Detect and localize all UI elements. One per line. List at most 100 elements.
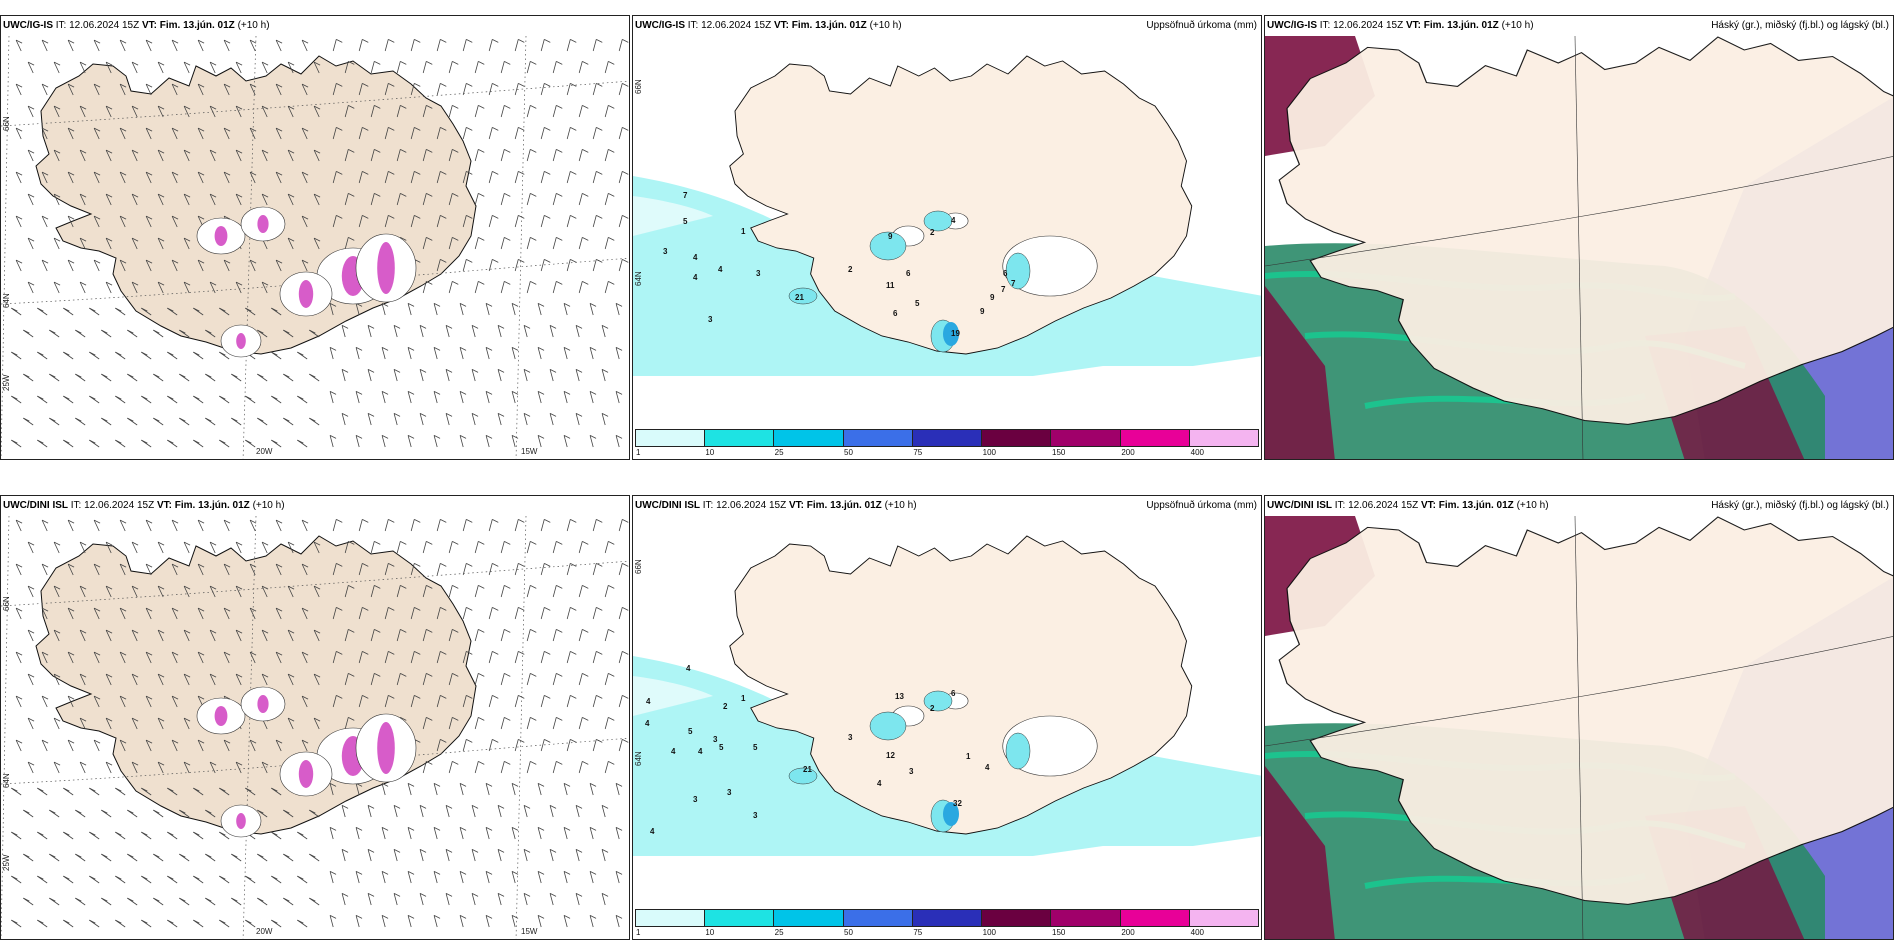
legend-label: 400 bbox=[1190, 448, 1205, 457]
precip-value-label: 2 bbox=[723, 702, 728, 711]
lat-label-66n: 66N bbox=[2, 596, 11, 611]
lon-label-20w: 20W bbox=[256, 927, 273, 936]
lat-lon-grid bbox=[1, 36, 629, 459]
precip-patch bbox=[788, 767, 818, 785]
precip-value-label: 9 bbox=[990, 293, 995, 302]
precip-patch bbox=[923, 690, 953, 712]
cloud-map bbox=[1265, 516, 1893, 939]
precip-value-label: 7 bbox=[1011, 279, 1016, 288]
precip-value-label: 5 bbox=[683, 217, 688, 226]
legend-swatch bbox=[774, 910, 844, 926]
panel-title: Uppsöfnuð úrkoma (mm) bbox=[1146, 500, 1257, 511]
legend-label: 10 bbox=[705, 928, 715, 937]
precip-value-label: 2 bbox=[930, 228, 935, 237]
precip-value-label: 3 bbox=[708, 315, 713, 324]
legend-swatch bbox=[982, 910, 1052, 926]
wind-map: 66N 64N 25W 20W 15W bbox=[1, 516, 629, 939]
legend-label: 50 bbox=[844, 448, 853, 457]
legend-label: 1 bbox=[636, 448, 641, 457]
precip-value-label: 2 bbox=[848, 265, 853, 274]
panel-precip-row1: UWC/IG-IS IT: 12.06.2024 15Z VT: Fim. 13… bbox=[632, 15, 1262, 460]
legend-swatch bbox=[912, 910, 983, 926]
precip-value-label: 3 bbox=[727, 788, 732, 797]
legend-swatch bbox=[1120, 910, 1190, 926]
precip-value-label: 13 bbox=[895, 692, 904, 701]
panel-header: UWC/IG-IS IT: 12.06.2024 15Z VT: Fim. 13… bbox=[3, 20, 270, 31]
legend-label: 50 bbox=[844, 928, 853, 937]
glacier-precip-patch bbox=[236, 333, 246, 349]
precip-value-label: 4 bbox=[985, 763, 990, 772]
lon-label-15w: 15W bbox=[521, 927, 538, 936]
precip-value-label: 7 bbox=[683, 191, 688, 200]
precip-value-label: 6 bbox=[951, 689, 956, 698]
sea-precipitation bbox=[633, 656, 1261, 856]
legend-label: 75 bbox=[913, 928, 923, 937]
precip-value-label: 3 bbox=[753, 811, 758, 820]
legend-swatch bbox=[1051, 430, 1121, 446]
lon-label-15w: 15W bbox=[521, 447, 538, 456]
precip-legend: 1 10 25 50 75 100 150 200 400 bbox=[635, 429, 1259, 457]
legend-label: 10 bbox=[705, 448, 715, 457]
legend-swatch bbox=[1189, 430, 1258, 446]
high-cloud-area bbox=[1265, 766, 1335, 939]
precip-value-label: 4 bbox=[671, 747, 676, 756]
precip-value-label: 4 bbox=[718, 265, 723, 274]
precip-value-label: 21 bbox=[803, 765, 812, 774]
precip-value-label: 6 bbox=[893, 309, 898, 318]
panel-header: UWC/IG-IS IT: 12.06.2024 15Z VT: Fim. 13… bbox=[635, 20, 902, 31]
precip-gap bbox=[633, 676, 713, 716]
legend-swatch bbox=[636, 910, 706, 926]
precip-patch bbox=[869, 711, 907, 741]
precip-value-label: 1 bbox=[966, 752, 971, 761]
legend-label: 1 bbox=[636, 928, 641, 937]
lon-label-25w: 25W bbox=[2, 854, 11, 871]
legend-label: 25 bbox=[774, 448, 784, 457]
precip-value-label: 9 bbox=[888, 232, 893, 241]
cloud-map bbox=[1265, 36, 1893, 459]
panel-title: Uppsöfnuð úrkoma (mm) bbox=[1146, 20, 1257, 31]
panel-header: UWC/DINI ISL IT: 12.06.2024 15Z VT: Fim.… bbox=[635, 500, 917, 511]
precip-value-label: 3 bbox=[713, 735, 718, 744]
legend-label: 400 bbox=[1190, 928, 1205, 937]
precip-patch bbox=[788, 287, 818, 305]
lat-label-64n: 64N bbox=[2, 773, 11, 788]
precip-value-label: 6 bbox=[906, 269, 911, 278]
lon-label-25w: 25W bbox=[2, 374, 11, 391]
legend-swatch bbox=[982, 430, 1052, 446]
iceland-landmass bbox=[1278, 516, 1893, 905]
panel-header: UWC/DINI ISL IT: 12.06.2024 15Z VT: Fim.… bbox=[1267, 500, 1549, 511]
panel-wind-row2: UWC/DINI ISL IT: 12.06.2024 15Z VT: Fim.… bbox=[0, 495, 630, 940]
precip-value-label: 4 bbox=[645, 719, 650, 728]
lat-label-64n: 64N bbox=[634, 271, 643, 286]
precip-value-label: 11 bbox=[886, 281, 895, 290]
glacier-precip-patch bbox=[257, 695, 269, 713]
lat-label-66n: 66N bbox=[2, 116, 11, 131]
glacier-precip-patch bbox=[377, 242, 395, 294]
lat-lon-grid bbox=[1, 516, 629, 939]
panel-title: Háský (gr.), miðský (fj.bl.) og lágský (… bbox=[1711, 500, 1889, 511]
lat-label-66n: 66N bbox=[634, 559, 643, 574]
precip-value-label: 7 bbox=[1001, 285, 1006, 294]
iceland-landmass bbox=[1278, 36, 1893, 425]
legend-swatch bbox=[774, 430, 844, 446]
precip-patch bbox=[1005, 732, 1031, 770]
lat-label-64n: 64N bbox=[2, 293, 11, 308]
precip-max-patch bbox=[943, 322, 959, 346]
precip-value-label: 9 bbox=[980, 307, 985, 316]
legend-swatch bbox=[843, 430, 913, 446]
precip-value-label: 1 bbox=[741, 694, 746, 703]
legend-swatch bbox=[705, 910, 775, 926]
legend-swatch bbox=[636, 430, 706, 446]
panel-cloud-row1: UWC/IG-IS IT: 12.06.2024 15Z VT: Fim. 13… bbox=[1264, 15, 1894, 460]
panel-header: UWC/DINI ISL IT: 12.06.2024 15Z VT: Fim.… bbox=[3, 500, 285, 511]
wind-map: 66N 64N 25W 20W 15W bbox=[1, 36, 629, 459]
legend-label: 100 bbox=[982, 928, 997, 937]
precip-value-label: 4 bbox=[693, 273, 698, 282]
glacier-precip-patch bbox=[377, 722, 395, 774]
precip-value-label: 5 bbox=[915, 299, 920, 308]
precip-map: 7 5 1 3 4 4 4 3 21 3 2 11 9 4 2 6 5 6 6 9 9 7 7 19 66N 64N bbox=[633, 36, 1261, 459]
panel-title: Háský (gr.), miðský (fj.bl.) og lágský (… bbox=[1711, 20, 1889, 31]
legend-swatch bbox=[912, 430, 983, 446]
legend-label: 150 bbox=[1052, 928, 1066, 937]
panel-cloud-row2: UWC/DINI ISL IT: 12.06.2024 15Z VT: Fim.… bbox=[1264, 495, 1894, 940]
